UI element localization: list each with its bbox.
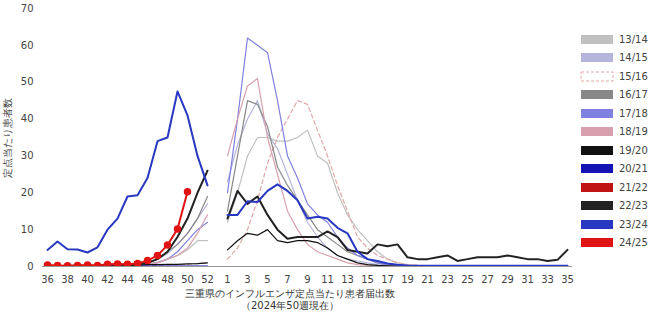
svg-text:40: 40 <box>81 274 94 285</box>
html-text:15/16: 15/16 <box>619 70 648 82</box>
svg-text:10: 10 <box>21 224 34 235</box>
svg-text:20: 20 <box>21 187 34 198</box>
svg-text:0: 0 <box>27 261 33 272</box>
svg-text:50: 50 <box>21 76 34 87</box>
svg-text:70: 70 <box>21 3 34 14</box>
svg-text:25: 25 <box>461 274 474 285</box>
svg-text:46: 46 <box>141 274 154 285</box>
svg-text:11: 11 <box>321 274 334 285</box>
svg-text:42: 42 <box>101 274 114 285</box>
html-text:17/18: 17/18 <box>619 107 648 119</box>
html-text:19/20: 19/20 <box>619 144 648 156</box>
html-text:（2024年50週現在）: （2024年50週現在） <box>240 300 340 311</box>
svg-text:13: 13 <box>341 274 354 285</box>
svg-text:1: 1 <box>224 274 230 285</box>
html-text:20/21: 20/21 <box>619 163 648 175</box>
svg-text:29: 29 <box>501 274 514 285</box>
html-text:14/15: 14/15 <box>619 52 648 64</box>
svg-text:31: 31 <box>521 274 534 285</box>
svg-text:7: 7 <box>284 274 290 285</box>
html-text:21/22: 21/22 <box>619 181 648 193</box>
html-text:18/19: 18/19 <box>619 126 648 138</box>
svg-text:23: 23 <box>441 274 454 285</box>
svg-text:60: 60 <box>21 40 34 51</box>
svg-text:38: 38 <box>61 274 74 285</box>
html-text:22/23: 22/23 <box>619 200 648 212</box>
svg-text:15: 15 <box>361 274 374 285</box>
svg-text:27: 27 <box>481 274 494 285</box>
svg-text:33: 33 <box>541 274 554 285</box>
svg-text:50: 50 <box>181 274 194 285</box>
html-text:24/25: 24/25 <box>619 237 648 249</box>
html-text:三重県のインフルエンザ定点当たり患者届出数: 三重県のインフルエンザ定点当たり患者届出数 <box>185 288 395 299</box>
svg-text:21: 21 <box>421 274 434 285</box>
html-text:16/17: 16/17 <box>619 89 648 101</box>
svg-text:9: 9 <box>304 274 310 285</box>
svg-text:44: 44 <box>121 274 134 285</box>
svg-text:30: 30 <box>21 150 34 161</box>
html-text:23/24: 23/24 <box>619 218 648 230</box>
svg-text:36: 36 <box>41 274 54 285</box>
svg-text:35: 35 <box>561 274 574 285</box>
svg-text:40: 40 <box>21 113 34 124</box>
html-text:13/14: 13/14 <box>619 33 648 45</box>
svg-text:52: 52 <box>201 274 214 285</box>
svg-text:17: 17 <box>381 274 394 285</box>
svg-text:48: 48 <box>161 274 174 285</box>
svg-text:3: 3 <box>244 274 250 285</box>
svg-text:定点当たり患者数: 定点当たり患者数 <box>2 98 13 178</box>
svg-text:5: 5 <box>264 274 270 285</box>
svg-text:19: 19 <box>401 274 414 285</box>
